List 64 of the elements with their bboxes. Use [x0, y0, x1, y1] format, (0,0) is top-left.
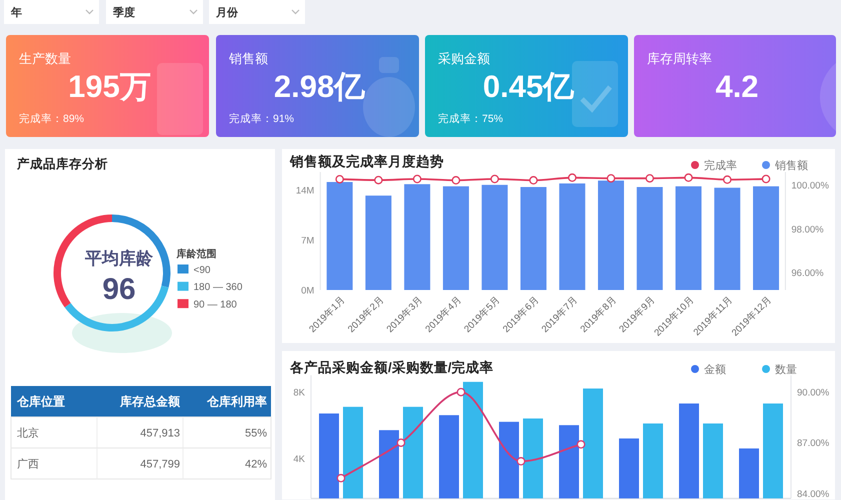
text: 完成率：89% — [19, 112, 84, 125]
point — [336, 474, 346, 482]
text: 完成率：91% — [229, 112, 294, 125]
text: 库存总金额 — [119, 394, 181, 408]
text: 457,799 — [140, 458, 180, 470]
legend-label: 完成率 — [704, 159, 737, 172]
text: 生产数量 — [19, 51, 71, 66]
bar — [482, 184, 508, 290]
y2-tick-label: 100.00% — [791, 180, 830, 192]
text: 仓库位置 — [16, 394, 65, 408]
text: 库存周转率 — [647, 51, 712, 66]
text: 0.45亿 — [482, 69, 576, 104]
bar — [598, 180, 624, 290]
bar — [404, 184, 430, 290]
text: 457,913 — [140, 428, 180, 440]
y2-tick-label: 98.00% — [791, 224, 824, 236]
y-tick-label: 14M — [296, 185, 314, 196]
y-tick-label: 4K — [293, 454, 306, 465]
y-tick-label: 7M — [301, 235, 314, 246]
bar — [636, 187, 663, 290]
legend-label: 180 — 360 — [194, 282, 243, 294]
chart-title: 销售额及完成率月度趋势 — [289, 153, 444, 169]
chart-title: 产成品库存分析 — [16, 156, 108, 171]
legend-label: 数量 — [775, 364, 797, 376]
text: 北京 — [17, 426, 39, 440]
y-tick-label: 0M — [301, 286, 314, 296]
bar — [676, 186, 702, 290]
point — [576, 440, 586, 449]
text: 年 — [10, 6, 22, 19]
bar — [365, 196, 392, 290]
text: 采购金额 — [438, 51, 490, 66]
text: 完成率：75% — [438, 112, 504, 125]
point — [516, 457, 526, 466]
text: 销售额 — [228, 51, 268, 66]
text: 42% — [244, 458, 268, 470]
legend-label: 金额 — [704, 363, 726, 376]
legend-title: 库龄范围 — [176, 248, 216, 260]
text: 195万 — [68, 69, 151, 104]
text: 55% — [244, 428, 268, 440]
text: 广西 — [17, 458, 39, 470]
y-tick-label: 8K — [293, 387, 306, 398]
y2-tick-label: 84.00% — [797, 488, 830, 500]
legend-label: 销售额 — [774, 159, 808, 172]
legend-label: <90 — [194, 264, 211, 276]
legend-label: 90 — 180 — [194, 299, 238, 310]
text: 平均库龄 — [84, 249, 154, 268]
text: 4.2 — [715, 69, 759, 104]
chart-title: 各产品采购金额/采购数量/完成率 — [289, 359, 494, 375]
y2-tick-label: 96.00% — [791, 268, 824, 280]
text: 仓库利用率 — [206, 394, 267, 408]
bar — [714, 188, 740, 290]
bar — [559, 183, 586, 290]
text: 96 — [102, 273, 136, 306]
text: 月份 — [215, 7, 239, 19]
text: 2.98亿 — [274, 69, 366, 104]
point — [396, 438, 406, 447]
bar — [326, 182, 353, 290]
bar — [442, 186, 469, 290]
text: 季度 — [112, 6, 135, 19]
bar — [520, 187, 546, 290]
point — [456, 388, 466, 396]
y2-tick-label: 87.00% — [797, 438, 830, 450]
y2-tick-label: 90.00% — [797, 388, 830, 399]
bar — [753, 186, 780, 290]
